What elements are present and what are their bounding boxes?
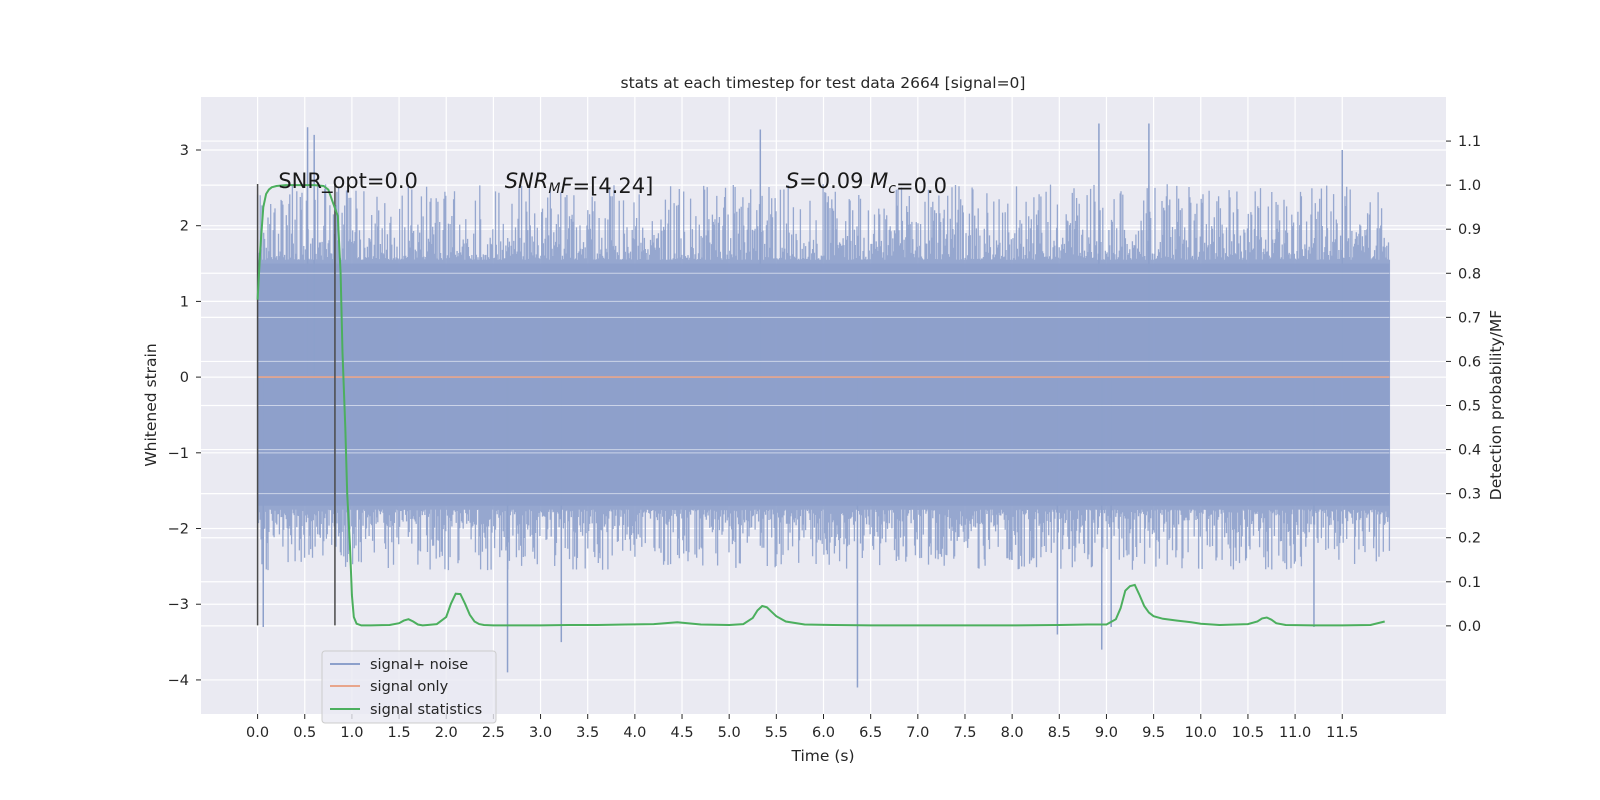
axis-ticks: 0.0 0.5 1.0 1.5 2.0 2.5 3.0 3.5 4.0 4.5 5.0 5.5 6.0 6… bbox=[168, 134, 1481, 741]
chart-title: stats at each timestep for test data 266… bbox=[621, 74, 1026, 92]
y2-tick-label: 0.3 bbox=[1458, 487, 1481, 503]
x-tick-label: 7.0 bbox=[906, 725, 929, 741]
x-tick-label: 2.0 bbox=[435, 725, 458, 741]
y-tick-label: −4 bbox=[168, 673, 189, 689]
y2-tick-label: 0.1 bbox=[1458, 575, 1481, 591]
x-tick-label: 4.0 bbox=[623, 725, 646, 741]
y-tick-label: 0 bbox=[180, 370, 189, 386]
signal-noise-series bbox=[256, 123, 1391, 688]
x-tick-label: 4.5 bbox=[670, 725, 693, 741]
x-tick-label: 2.5 bbox=[482, 725, 505, 741]
annotation-text: SNRMF=[4.24] bbox=[505, 169, 654, 198]
x-tick-label: 9.0 bbox=[1095, 725, 1118, 741]
x-axis-label: Time (s) bbox=[790, 747, 854, 765]
x-tick-label: 11.5 bbox=[1326, 725, 1358, 741]
x-tick-label: 6.0 bbox=[812, 725, 835, 741]
x-tick-label: 5.5 bbox=[765, 725, 788, 741]
legend: signal+ noise signal only signal statist… bbox=[321, 650, 497, 724]
y2-tick-label: 0.8 bbox=[1458, 266, 1481, 282]
x-tick-label: 1.0 bbox=[340, 725, 363, 741]
x-tick-label: 8.0 bbox=[1001, 725, 1024, 741]
y2-tick-label: 1.0 bbox=[1458, 178, 1481, 194]
x-tick-label: 1.5 bbox=[388, 725, 411, 741]
legend-box bbox=[321, 650, 497, 724]
y2-tick-label: 0.4 bbox=[1458, 443, 1481, 459]
annotation-text: S=0.09 Mc=0.0 bbox=[786, 169, 947, 198]
x-tick-label: 9.5 bbox=[1142, 725, 1165, 741]
x-tick-label: 11.0 bbox=[1279, 725, 1311, 741]
x-tick-label: 7.5 bbox=[953, 725, 976, 741]
annotation-text: SNR_opt=0.0 bbox=[278, 169, 418, 194]
legend-label-signal-only: signal only bbox=[370, 679, 449, 695]
y2-tick-label: 0.2 bbox=[1458, 531, 1481, 547]
annotations: SNR_opt=0.0 SNRMF=[4.24] S=0.09 Mc=0.0 bbox=[278, 169, 947, 198]
y2-tick-label: 0.6 bbox=[1458, 354, 1481, 370]
y2-tick-label: 0.7 bbox=[1458, 310, 1481, 326]
y-tick-label: 2 bbox=[180, 219, 189, 235]
x-tick-label: 10.0 bbox=[1185, 725, 1217, 741]
y2-tick-label: 1.1 bbox=[1458, 134, 1481, 150]
y2-axis-label: Detection probability/MF bbox=[1487, 310, 1505, 501]
y-tick-label: −1 bbox=[168, 446, 189, 462]
y2-tick-label: 0.5 bbox=[1458, 399, 1481, 415]
x-tick-label: 0.0 bbox=[246, 725, 269, 741]
y-tick-label: 3 bbox=[180, 143, 189, 159]
vertical-markers bbox=[256, 184, 336, 626]
y-axis-label: Whitened strain bbox=[142, 343, 160, 466]
x-tick-label: 5.0 bbox=[718, 725, 741, 741]
x-tick-label: 3.5 bbox=[576, 725, 599, 741]
x-tick-label: 10.5 bbox=[1232, 725, 1264, 741]
y2-tick-label: 0.0 bbox=[1458, 619, 1481, 635]
y-tick-label: −3 bbox=[168, 597, 189, 613]
signal-statistics-series bbox=[256, 184, 1385, 627]
x-tick-label: 8.5 bbox=[1048, 725, 1071, 741]
y-tick-label: −2 bbox=[168, 522, 189, 538]
y2-tick-label: 0.9 bbox=[1458, 222, 1481, 238]
x-tick-label: 3.0 bbox=[529, 725, 552, 741]
legend-label-signal-noise: signal+ noise bbox=[370, 657, 468, 673]
signal-statistics-line bbox=[256, 184, 1385, 627]
y-tick-label: 1 bbox=[180, 294, 189, 310]
x-tick-label: 0.5 bbox=[293, 725, 316, 741]
x-tick-label: 6.5 bbox=[859, 725, 882, 741]
legend-label-signal-statistics: signal statistics bbox=[370, 702, 482, 718]
